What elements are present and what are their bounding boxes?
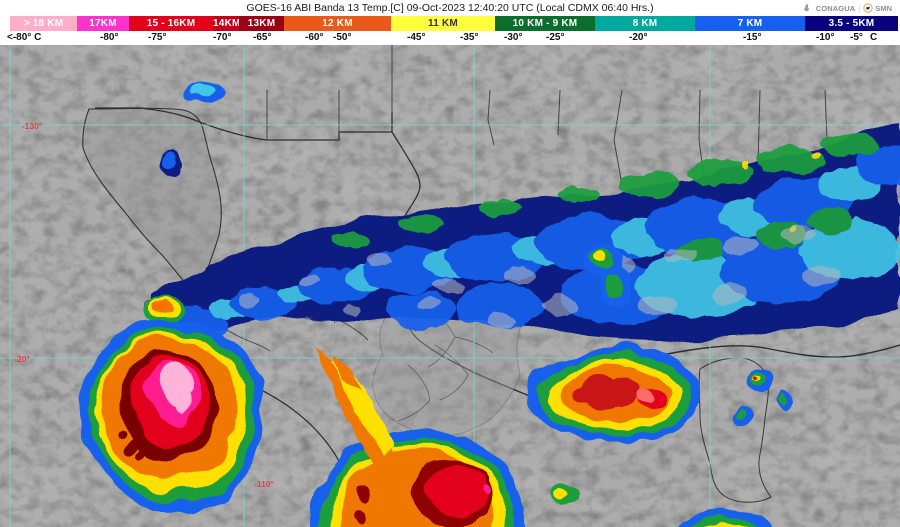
- svg-text:-130°: -130°: [22, 121, 43, 131]
- svg-text:-110°: -110°: [254, 479, 275, 489]
- svg-text:-20°: -20°: [14, 354, 30, 364]
